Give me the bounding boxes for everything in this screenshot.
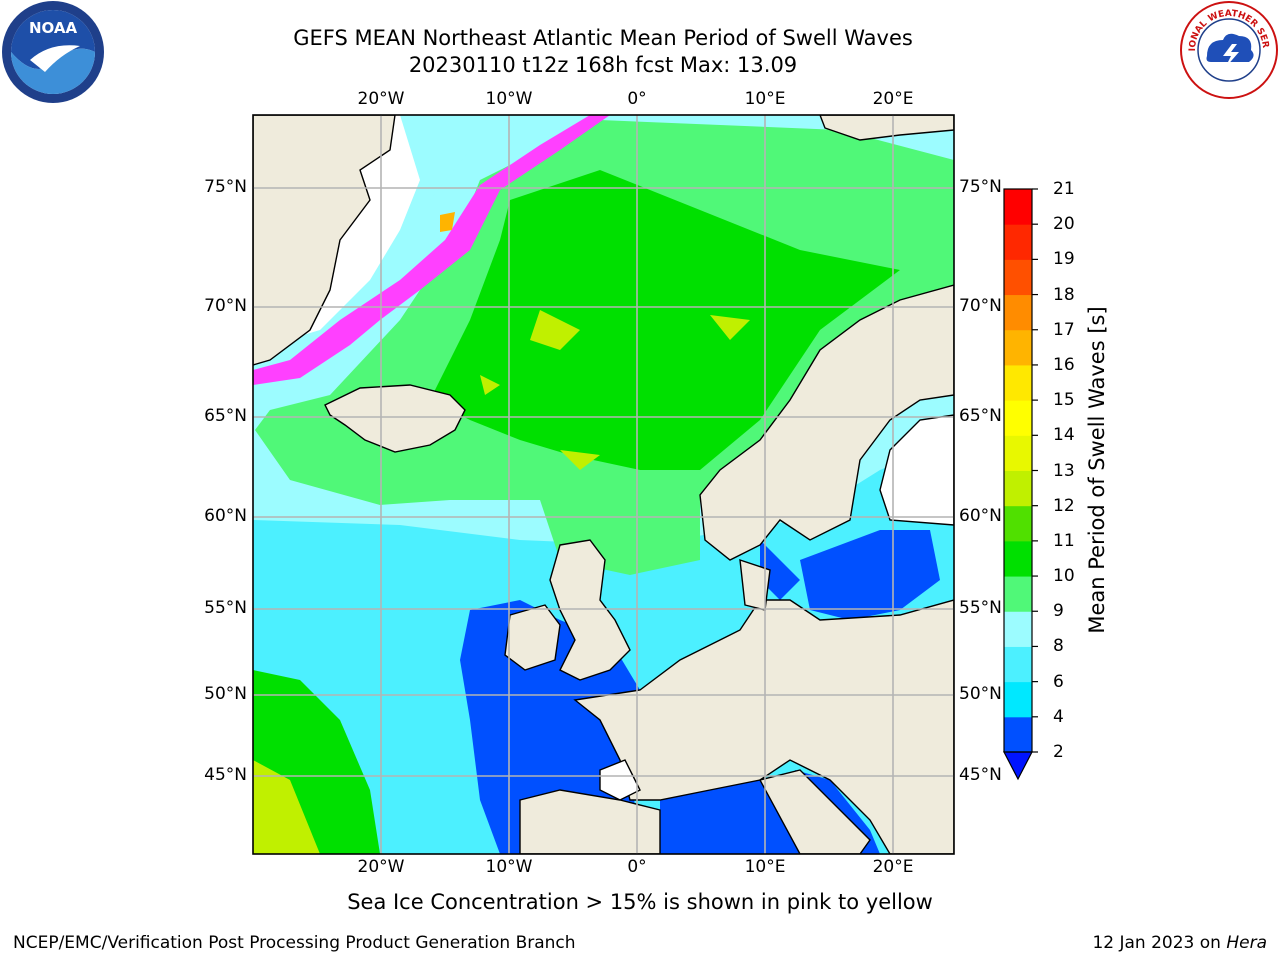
lon-tick-top: 0° [627, 89, 647, 109]
colorbar-tick-label: 18 [1053, 284, 1075, 305]
colorbar-tick-label: 2 [1053, 742, 1064, 762]
colorbar-title: Mean Period of Swell Waves [s] [1085, 306, 1109, 634]
datestamp-date: 12 Jan 2023 on [1092, 933, 1221, 953]
scandinavia [699, 284, 954, 561]
colorbar-segment [1004, 540, 1032, 577]
colorbar-segment [1004, 224, 1032, 260]
lat-tick-left: 65°N [204, 406, 247, 426]
lon-tick-bottom: 20°E [872, 857, 914, 877]
lat-tick-left: 45°N [204, 765, 247, 785]
lat-tick-right: 70°N [959, 296, 1002, 316]
lon-tick-bottom: 10°W [485, 857, 533, 877]
colorbar-tick-label: 8 [1053, 636, 1064, 657]
swell-band-kattegat [760, 540, 800, 600]
colorbar-tick-label: 12 [1053, 495, 1075, 516]
datestamp: 12 Jan 2023 on Hera [1092, 933, 1267, 953]
colorbar-segment [1004, 505, 1032, 542]
lon-tick-top: 10°E [744, 89, 786, 109]
map-subtitle: 20230110 t12z 168h fcst Max: 13.09 [408, 53, 798, 77]
italy [758, 769, 871, 854]
colorbar-segment [1004, 716, 1032, 753]
lat-tick-right: 55°N [959, 598, 1002, 618]
swell-band-12-13 [480, 310, 750, 470]
sea-ice-marginal [440, 212, 455, 232]
colorbar-segment [1004, 646, 1032, 683]
colorbar-tick-label: 4 [1053, 706, 1064, 727]
credit-line: NCEP/EMC/Verification Post Processing Pr… [13, 933, 576, 953]
map-frame [252, 114, 955, 855]
colorbar-extend-min [1003, 751, 1033, 781]
colorbar-tick-label: 21 [1053, 179, 1075, 199]
iberia [519, 789, 661, 854]
colorbar-segment [1004, 576, 1032, 612]
colorbar-segment [1004, 611, 1032, 647]
colorbar-segments [1004, 189, 1032, 753]
swell-band-baltic [800, 530, 940, 620]
gulf-of-bothnia [879, 414, 954, 526]
map-title: GEFS MEAN Northeast Atlantic Mean Period… [293, 26, 913, 50]
swell-band-10-11 [430, 170, 900, 470]
colorbar-segment [1004, 681, 1032, 718]
lon-tick-bottom: 20°W [357, 857, 405, 877]
swell-band-sw-high [253, 760, 320, 854]
greenland [253, 115, 396, 366]
colorbar-tick-label: 16 [1053, 354, 1075, 375]
france-gap [599, 759, 641, 801]
lon-tick-bottom: 0° [627, 857, 647, 877]
lon-tick-top: 10°W [485, 89, 533, 109]
colorbar-tick-label: 13 [1053, 460, 1075, 481]
colorbar-segment [1004, 189, 1032, 225]
svg-text:NOAA: NOAA [29, 19, 78, 37]
lat-tick-left: 60°N [204, 506, 247, 526]
datestamp-machine: Hera [1226, 933, 1267, 953]
nws-logo: NATIONAL WEATHER SERVICE [1177, 0, 1278, 99]
colorbar-segment [1004, 435, 1032, 471]
colorbar-segment [1004, 364, 1032, 401]
lat-tick-right: 60°N [959, 506, 1002, 526]
colorbar-tick-label: 17 [1053, 319, 1075, 340]
graticule [253, 115, 954, 854]
lon-tick-top: 20°W [357, 89, 405, 109]
iceland [324, 384, 466, 453]
colorbar-tick-label: 9 [1053, 601, 1064, 622]
lat-tick-left: 50°N [204, 684, 247, 704]
colorbar-tickmarks [1032, 188, 1038, 753]
colorbar-tick-label: 6 [1053, 671, 1064, 692]
colorbar [1003, 188, 1038, 781]
colorbar-segment [1004, 400, 1032, 436]
colorbar-tick-label: 14 [1053, 425, 1075, 446]
lat-tick-left: 70°N [204, 296, 247, 316]
lat-tick-right: 50°N [959, 684, 1002, 704]
lon-tick-top: 20°E [872, 89, 914, 109]
colorbar-tick-label: 11 [1053, 530, 1075, 551]
great-britain [549, 539, 631, 681]
lat-tick-right: 65°N [959, 406, 1002, 426]
colorbar-segment [1004, 259, 1032, 296]
colorbar-segment [1004, 294, 1032, 331]
colorbar-segment [1004, 329, 1032, 366]
noaa-logo: NOAA [2, 1, 104, 103]
ireland [504, 604, 561, 671]
colorbar-tick-label: 20 [1053, 214, 1075, 235]
svalbard [819, 115, 954, 141]
lat-tick-left: 55°N [204, 598, 247, 618]
sea-ice-note: Sea Ice Concentration > 15% is shown in … [347, 890, 933, 914]
lon-tick-bottom: 10°E [744, 857, 786, 877]
colorbar-tick-label: 15 [1053, 390, 1075, 411]
colorbar-tick-label: 19 [1053, 249, 1075, 270]
lat-tick-right: 75°N [959, 177, 1002, 197]
colorbar-tick-label: 10 [1053, 566, 1075, 587]
lat-tick-right: 45°N [959, 765, 1002, 785]
lat-tick-left: 75°N [204, 177, 247, 197]
colorbar-segment [1004, 470, 1032, 507]
